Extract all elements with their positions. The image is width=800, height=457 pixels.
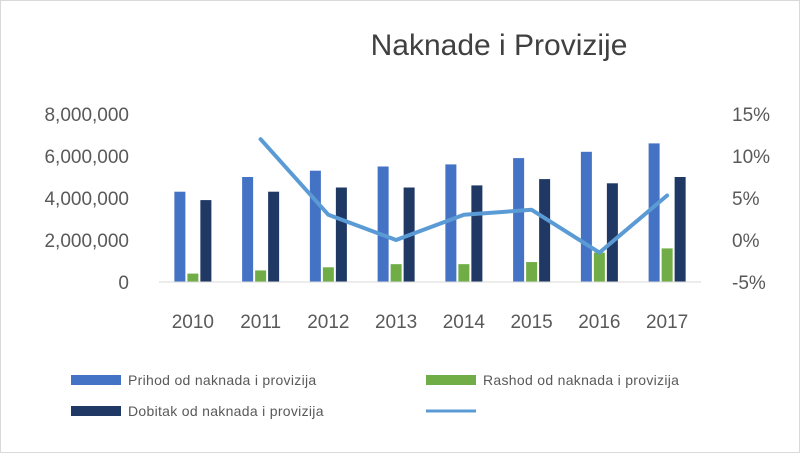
legend-swatch xyxy=(426,375,476,385)
right-tick-label: -5% xyxy=(732,273,766,294)
chart-title: Naknade i Provizije xyxy=(371,29,628,62)
line-series-0 xyxy=(258,137,670,255)
line-series-group xyxy=(258,137,670,255)
x-tick-label: 2011 xyxy=(240,312,281,333)
bar-2014-1 xyxy=(458,264,470,282)
x-tick-label: 2010 xyxy=(172,312,214,333)
left-tick-label: 4,000,000 xyxy=(44,189,129,210)
bar-2017-0 xyxy=(648,143,660,282)
legend-label: Prihod od naknada i provizija xyxy=(128,372,316,388)
bar-2017-2 xyxy=(674,177,686,282)
left-axis-ticks: 0 2,000,000 4,000,000 6,000,000 8,000,000 xyxy=(44,105,129,294)
bar-2014-2 xyxy=(471,185,483,282)
legend-label: Rashod od naknada i provizija xyxy=(483,372,679,388)
legend-label: Dobitak od naknada i provizija xyxy=(128,403,324,419)
x-axis-categories: 2010 2011 2012 2013 2014 2015 2016 2017 xyxy=(172,312,689,333)
right-tick-label: 10% xyxy=(732,147,770,168)
bar-2012-1 xyxy=(322,267,334,282)
bar-2011-0 xyxy=(242,177,254,282)
right-tick-label: 5% xyxy=(732,189,760,210)
x-tick-label: 2015 xyxy=(510,312,552,333)
left-tick-label: 6,000,000 xyxy=(44,147,129,168)
bar-2016-0 xyxy=(580,151,592,282)
legend-swatch xyxy=(71,375,121,385)
bar-2016-1 xyxy=(593,252,605,282)
bar-2010-1 xyxy=(187,273,199,282)
bar-2010-2 xyxy=(200,200,212,282)
legend-swatch xyxy=(71,406,121,416)
bar-2013-1 xyxy=(390,264,402,282)
right-tick-label: 15% xyxy=(732,105,770,126)
left-tick-label: 2,000,000 xyxy=(44,231,129,252)
x-tick-label: 2016 xyxy=(578,312,620,333)
bar-2016-2 xyxy=(606,183,618,282)
x-tick-label: 2012 xyxy=(307,312,349,333)
bar-2011-2 xyxy=(268,191,280,282)
bar-2012-0 xyxy=(309,170,321,282)
bar-series-group xyxy=(174,143,686,282)
bar-2017-1 xyxy=(661,248,673,282)
legend: Prihod od naknada i provizija Rashod od n… xyxy=(71,372,679,419)
left-tick-label: 0 xyxy=(118,273,129,294)
x-tick-label: 2013 xyxy=(375,312,417,333)
bar-2014-0 xyxy=(445,164,457,282)
bar-2015-0 xyxy=(513,158,525,282)
bar-2012-2 xyxy=(335,187,347,282)
bar-2015-1 xyxy=(526,262,538,282)
right-axis-ticks: -5% 0% 5% 10% 15% xyxy=(732,105,770,294)
bar-2015-2 xyxy=(539,179,551,282)
bar-2011-1 xyxy=(255,270,267,282)
x-tick-label: 2014 xyxy=(443,312,486,333)
bar-2010-0 xyxy=(174,191,186,282)
bar-2013-0 xyxy=(377,166,389,282)
x-tick-label: 2017 xyxy=(646,312,688,333)
left-tick-label: 8,000,000 xyxy=(44,105,129,126)
right-tick-label: 0% xyxy=(732,231,760,252)
